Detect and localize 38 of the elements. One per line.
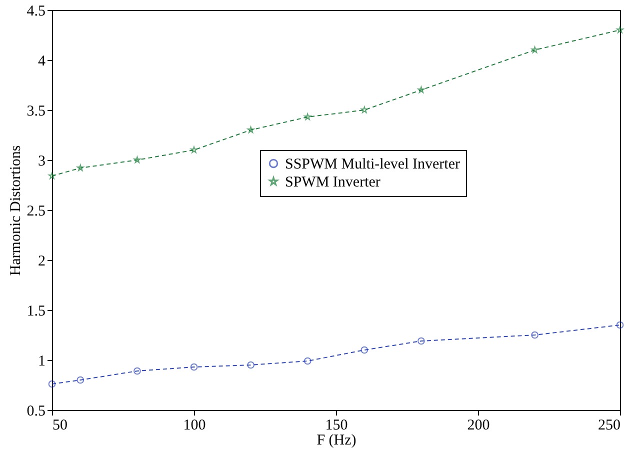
x-tick-label: 250 [598, 418, 620, 434]
point [360, 346, 368, 354]
point [531, 46, 538, 54]
point [134, 156, 141, 164]
point [190, 146, 198, 154]
y-tick-label: 2.5 [26, 204, 46, 220]
x-tick-label: 50 [52, 418, 68, 434]
y-tick-label: 1.5 [26, 304, 46, 320]
y-tick-label: 2 [38, 254, 46, 270]
y-tick-label: 3.5 [26, 104, 46, 120]
point [76, 164, 84, 172]
x-tick-label: 200 [467, 418, 490, 434]
y-tick-label: 3 [38, 154, 46, 170]
x-axis-title: F (Hz) [316, 432, 356, 448]
point [304, 357, 312, 365]
point [531, 331, 538, 339]
point [190, 363, 198, 371]
point [134, 367, 141, 375]
y-tick-label: 4 [38, 54, 46, 70]
y-tick-label: 4.5 [26, 4, 46, 20]
point [418, 86, 425, 94]
legend-label: SPWM Inverter [285, 174, 380, 190]
point [360, 106, 368, 114]
point [616, 321, 624, 329]
point [247, 126, 254, 134]
legend-label: SSPWM Multi-level Inverter [285, 156, 460, 172]
y-axis-title: Harmonic Distortions [8, 145, 24, 276]
point [76, 376, 84, 384]
y-tick-label: 1 [38, 354, 46, 370]
point [247, 361, 254, 369]
point [48, 380, 56, 388]
point [616, 26, 624, 34]
x-tick-label: 150 [325, 418, 348, 434]
y-tick-label: 0.5 [26, 404, 46, 420]
x-tick-label: 100 [183, 418, 206, 434]
point [48, 172, 56, 180]
point [304, 113, 312, 120]
point [418, 337, 425, 345]
